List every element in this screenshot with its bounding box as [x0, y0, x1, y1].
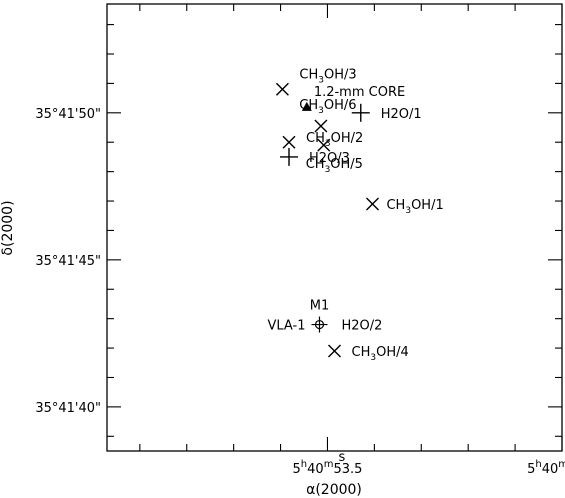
x-marker-stroke [365, 197, 379, 211]
x-marker [317, 138, 331, 152]
point-label: 1.2-mm CORE [314, 85, 405, 100]
point-label: CH3OH/3 [299, 67, 356, 85]
x-marker [275, 82, 289, 96]
triangle-marker [301, 101, 312, 111]
point-label: CH3OH/5 [306, 157, 363, 175]
point-label: H2O/3 [309, 151, 350, 166]
circle-plus-marker [311, 316, 328, 333]
point-label: M1 [310, 299, 330, 314]
x-tick-label-s: s [338, 450, 345, 465]
x-tick-label: 5h40m53.5 [293, 459, 363, 477]
tick-marks [107, 4, 563, 451]
y-tick-label: 35°41'45" [35, 254, 101, 269]
x-marker [365, 197, 379, 211]
x-marker-stroke [282, 135, 296, 149]
x-marker-stroke [317, 138, 331, 152]
x-marker-stroke [328, 344, 341, 358]
x-marker [328, 344, 341, 358]
point-labels: CH3OH/3 CH3OH/1 CH3OH/6 CH3OH/5 CH3OH/2 CH3OH… [267, 67, 443, 363]
y-tick-label: 35°41'50" [35, 107, 101, 122]
point-label: VLA-1 [267, 319, 305, 334]
x-axis-label: α(2000) [306, 482, 362, 498]
tick-labels: 35°41'50" 35°41'45" 35°41'40" 5h40m53.5s 5h4… [35, 107, 565, 477]
point-label: CH3OH/4 [352, 345, 409, 363]
point-label: H2O/2 [341, 319, 382, 334]
data-marks [275, 82, 379, 358]
y-tick-label: 35°41'40" [35, 401, 101, 416]
plot-frame [106, 3, 563, 452]
x-marker-stroke [314, 119, 328, 133]
x-tick-label: 5h40m53.0 [527, 459, 565, 477]
point-label: H2O/1 [381, 107, 422, 122]
plus-marker [280, 147, 298, 166]
y-axis-label: δ(2000) [0, 200, 16, 255]
x-marker [314, 119, 328, 133]
point-label: CH3OH/6 [299, 98, 356, 116]
plus-marker [351, 103, 370, 122]
x-marker [282, 135, 296, 149]
point-label: CH3OH/1 [386, 198, 443, 216]
point-label: CH3OH/2 [306, 131, 363, 149]
x-marker-stroke [275, 82, 289, 96]
